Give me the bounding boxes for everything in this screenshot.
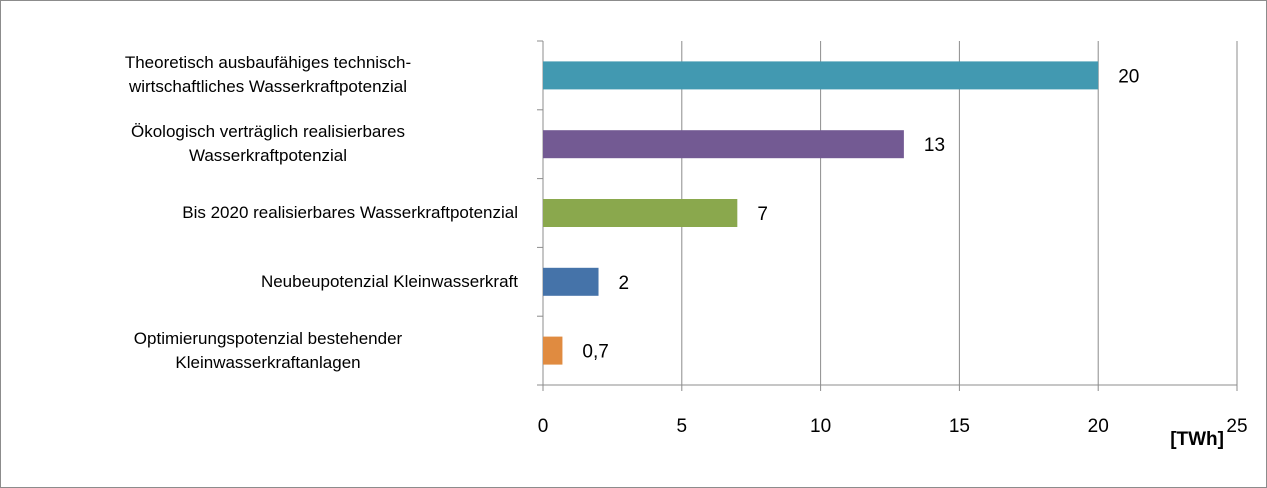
bar <box>543 267 599 296</box>
x-tick-label: 25 <box>1226 416 1247 437</box>
data-label: 20 <box>1118 66 1139 87</box>
data-label: 7 <box>757 204 768 225</box>
x-tick-label: 0 <box>538 416 549 437</box>
data-label: 13 <box>924 135 945 156</box>
y-tick-label: Bis 2020 realisierbares Wasserkraftpoten… <box>182 203 518 222</box>
y-tick-label: Theoretisch ausbaufähiges technisch- wir… <box>124 53 412 97</box>
bar <box>543 336 563 365</box>
bar <box>543 61 1099 90</box>
data-label: 2 <box>619 273 630 294</box>
y-tick-label: Ökologisch verträglich realisierbares Wa… <box>130 122 405 166</box>
bar <box>543 130 904 159</box>
x-tick-label: 10 <box>810 416 831 437</box>
y-tick-label: Neubeupotenzial Kleinwasserkraft <box>260 271 518 291</box>
y-tick-label: Optimierungspotenzial bestehender Kleinw… <box>133 328 403 372</box>
x-tick-label: 5 <box>677 416 688 437</box>
bar <box>543 199 738 227</box>
x-axis-title: [TWh] <box>1170 429 1224 450</box>
x-tick-label: 20 <box>1088 416 1109 437</box>
x-tick-label: 15 <box>949 416 970 437</box>
data-label: 0,7 <box>582 342 608 363</box>
